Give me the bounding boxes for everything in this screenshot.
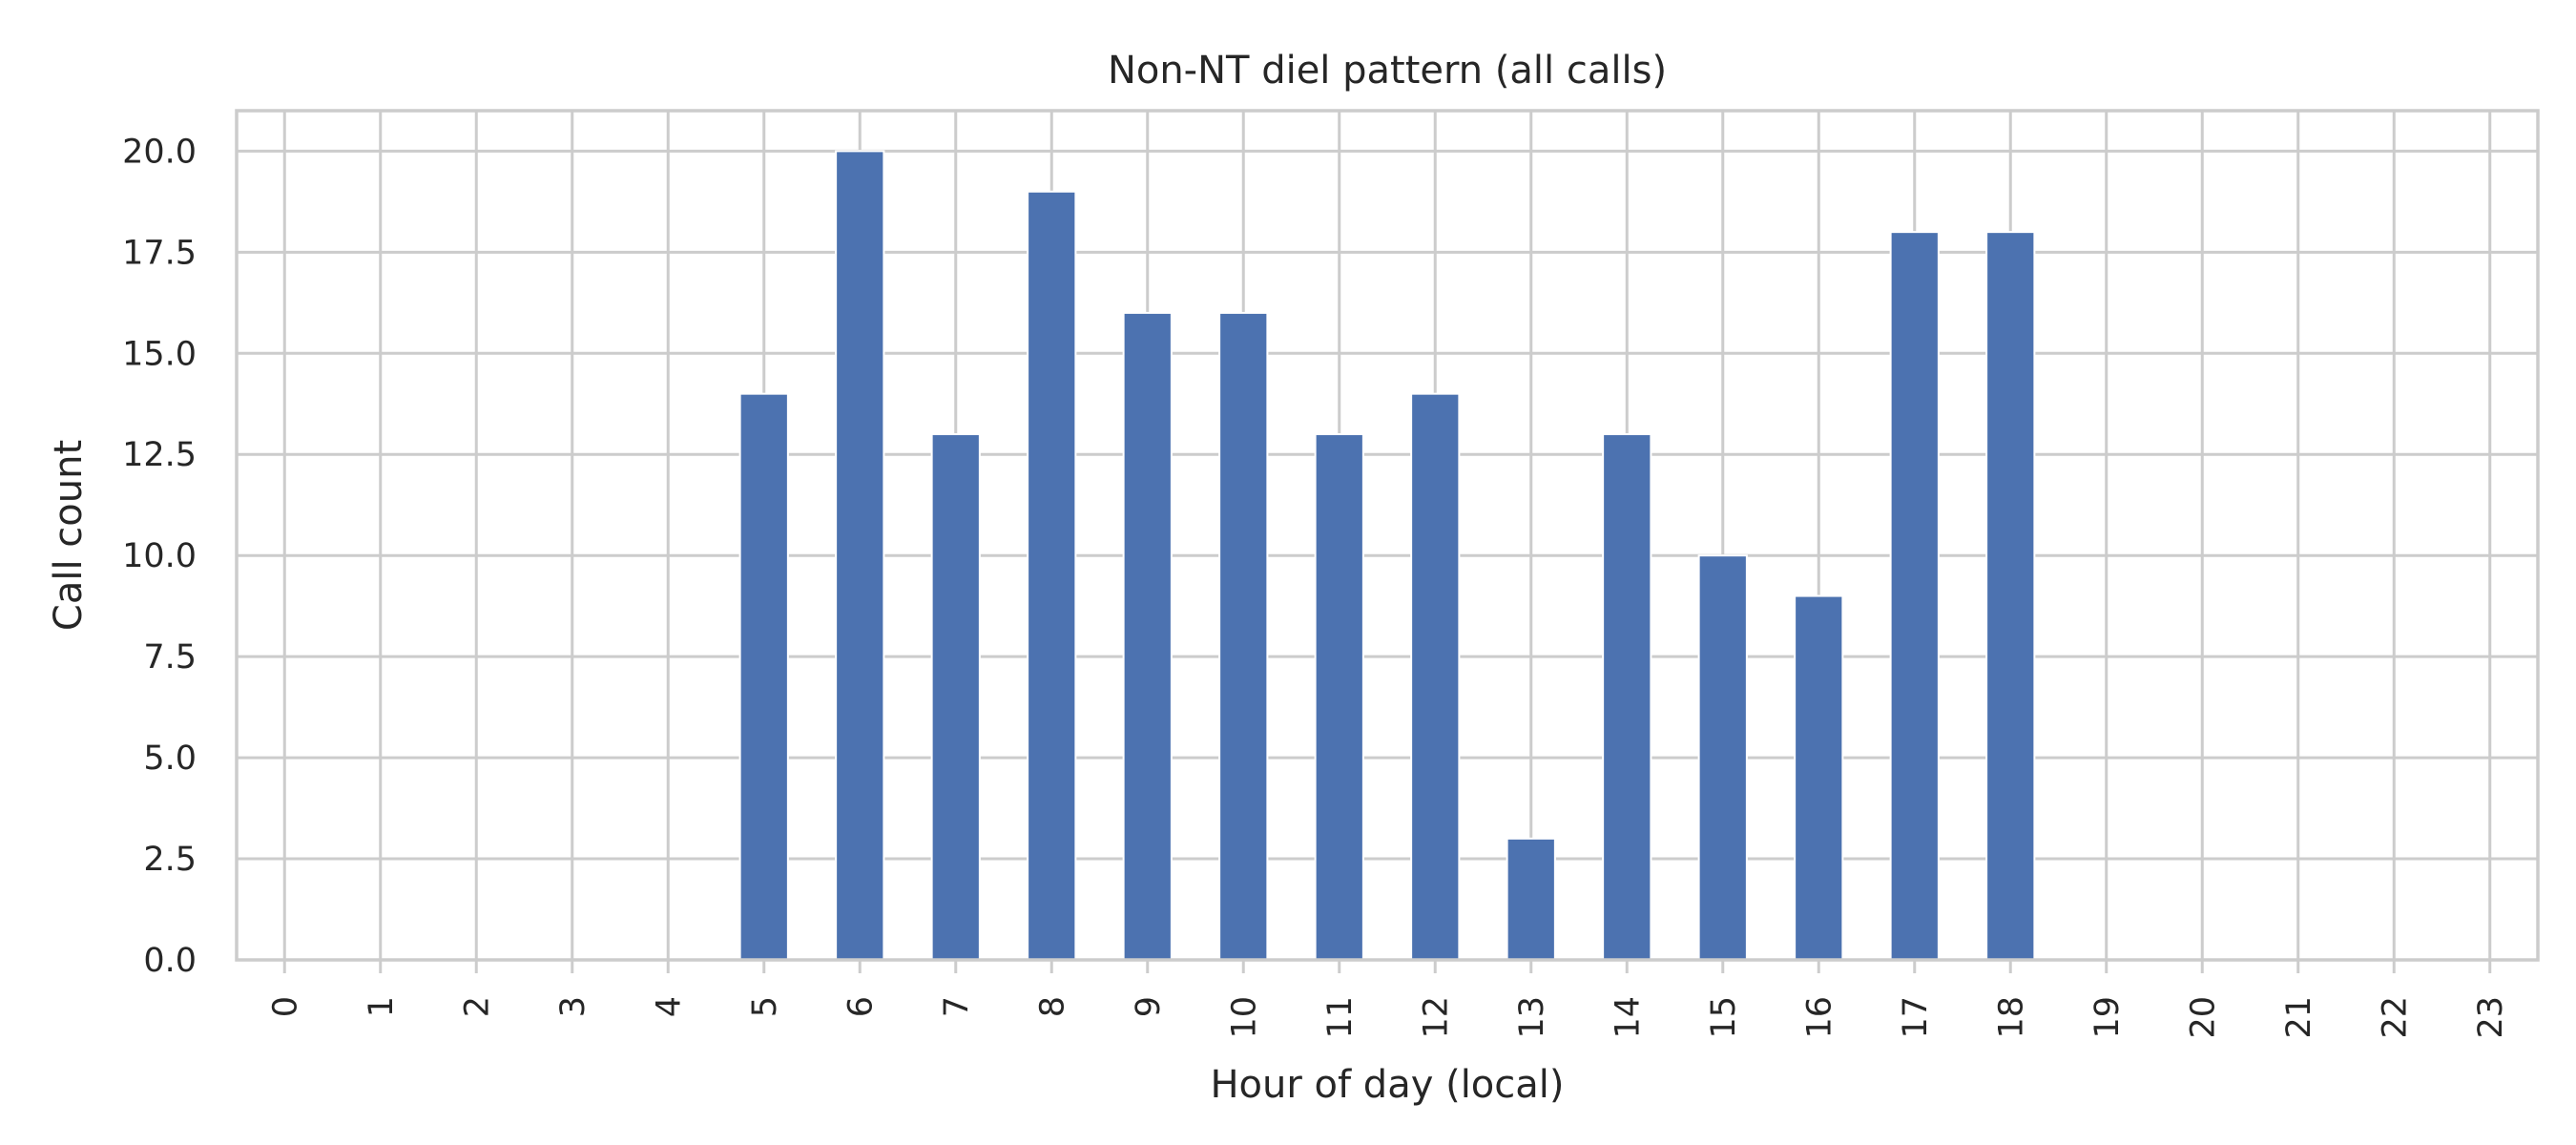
x-tick-label: 12 xyxy=(1417,996,1455,1039)
x-tick-label: 10 xyxy=(1225,996,1263,1039)
x-tick-label: 4 xyxy=(650,996,688,1017)
bar-hour-6 xyxy=(835,150,885,961)
y-tick-label: 20.0 xyxy=(122,133,197,171)
x-tick-label: 15 xyxy=(1705,996,1743,1039)
chart-title: Non-NT diel pattern (all calls) xyxy=(1108,49,1667,93)
bar-hour-10 xyxy=(1218,311,1269,961)
x-axis-label: Hour of day (local) xyxy=(1210,1063,1564,1107)
x-tick-label: 21 xyxy=(2280,996,2318,1039)
bar-hour-9 xyxy=(1122,311,1173,961)
x-tick-label: 8 xyxy=(1033,996,1071,1017)
bar-hour-7 xyxy=(930,433,981,961)
bar-hour-5 xyxy=(738,392,789,961)
bar-hour-17 xyxy=(1889,231,1940,961)
y-tick-label: 7.5 xyxy=(143,638,197,677)
y-axis-ticks: 0.0 2.5 5.0 7.5 10.0 12.5 15.0 17.5 20.0 xyxy=(122,133,197,980)
x-tick-label: 14 xyxy=(1609,996,1647,1039)
x-tick-label: 3 xyxy=(554,996,592,1017)
y-axis-label: Call count xyxy=(47,440,91,631)
x-tick-label: 11 xyxy=(1321,996,1360,1039)
x-tick-label: 0 xyxy=(266,996,304,1017)
x-tick-label: 13 xyxy=(1513,996,1551,1039)
x-tick-label: 19 xyxy=(2088,996,2127,1039)
x-tick-label: 2 xyxy=(458,996,496,1017)
x-tick-label: 18 xyxy=(1992,996,2030,1039)
y-tick-label: 10.0 xyxy=(122,537,197,575)
y-tick-label: 15.0 xyxy=(122,335,197,373)
bar-hour-16 xyxy=(1794,594,1844,961)
bar-hour-18 xyxy=(1985,231,2036,961)
x-axis-ticks: 0 1 2 3 4 5 6 7 8 9 10 11 12 13 14 15 16 17 18 19 20 21 22 23 xyxy=(266,960,2510,1039)
y-tick-label: 5.0 xyxy=(143,739,197,778)
y-tick-label: 12.5 xyxy=(122,436,197,474)
bar-hour-12 xyxy=(1410,392,1461,961)
bar-hour-13 xyxy=(1506,837,1556,961)
x-tick-label: 20 xyxy=(2184,996,2222,1039)
x-tick-label: 23 xyxy=(2472,996,2510,1039)
y-tick-label: 0.0 xyxy=(143,942,197,980)
y-tick-label: 17.5 xyxy=(122,234,197,272)
bar-hour-15 xyxy=(1697,554,1748,961)
x-tick-label: 9 xyxy=(1130,996,1168,1017)
x-tick-label: 17 xyxy=(1897,996,1935,1039)
x-tick-label: 16 xyxy=(1800,996,1839,1039)
bar-hour-11 xyxy=(1314,433,1364,961)
x-tick-label: 22 xyxy=(2376,996,2414,1039)
bars xyxy=(738,150,2036,961)
bar-hour-14 xyxy=(1602,433,1652,961)
x-tick-label: 5 xyxy=(746,996,784,1017)
x-tick-label: 1 xyxy=(363,996,401,1017)
y-tick-label: 2.5 xyxy=(143,841,197,879)
x-tick-label: 7 xyxy=(938,996,976,1017)
plot-frame xyxy=(235,109,2540,962)
bar-hour-8 xyxy=(1027,190,1077,961)
x-tick-label: 6 xyxy=(841,996,880,1017)
grid xyxy=(237,111,2538,962)
